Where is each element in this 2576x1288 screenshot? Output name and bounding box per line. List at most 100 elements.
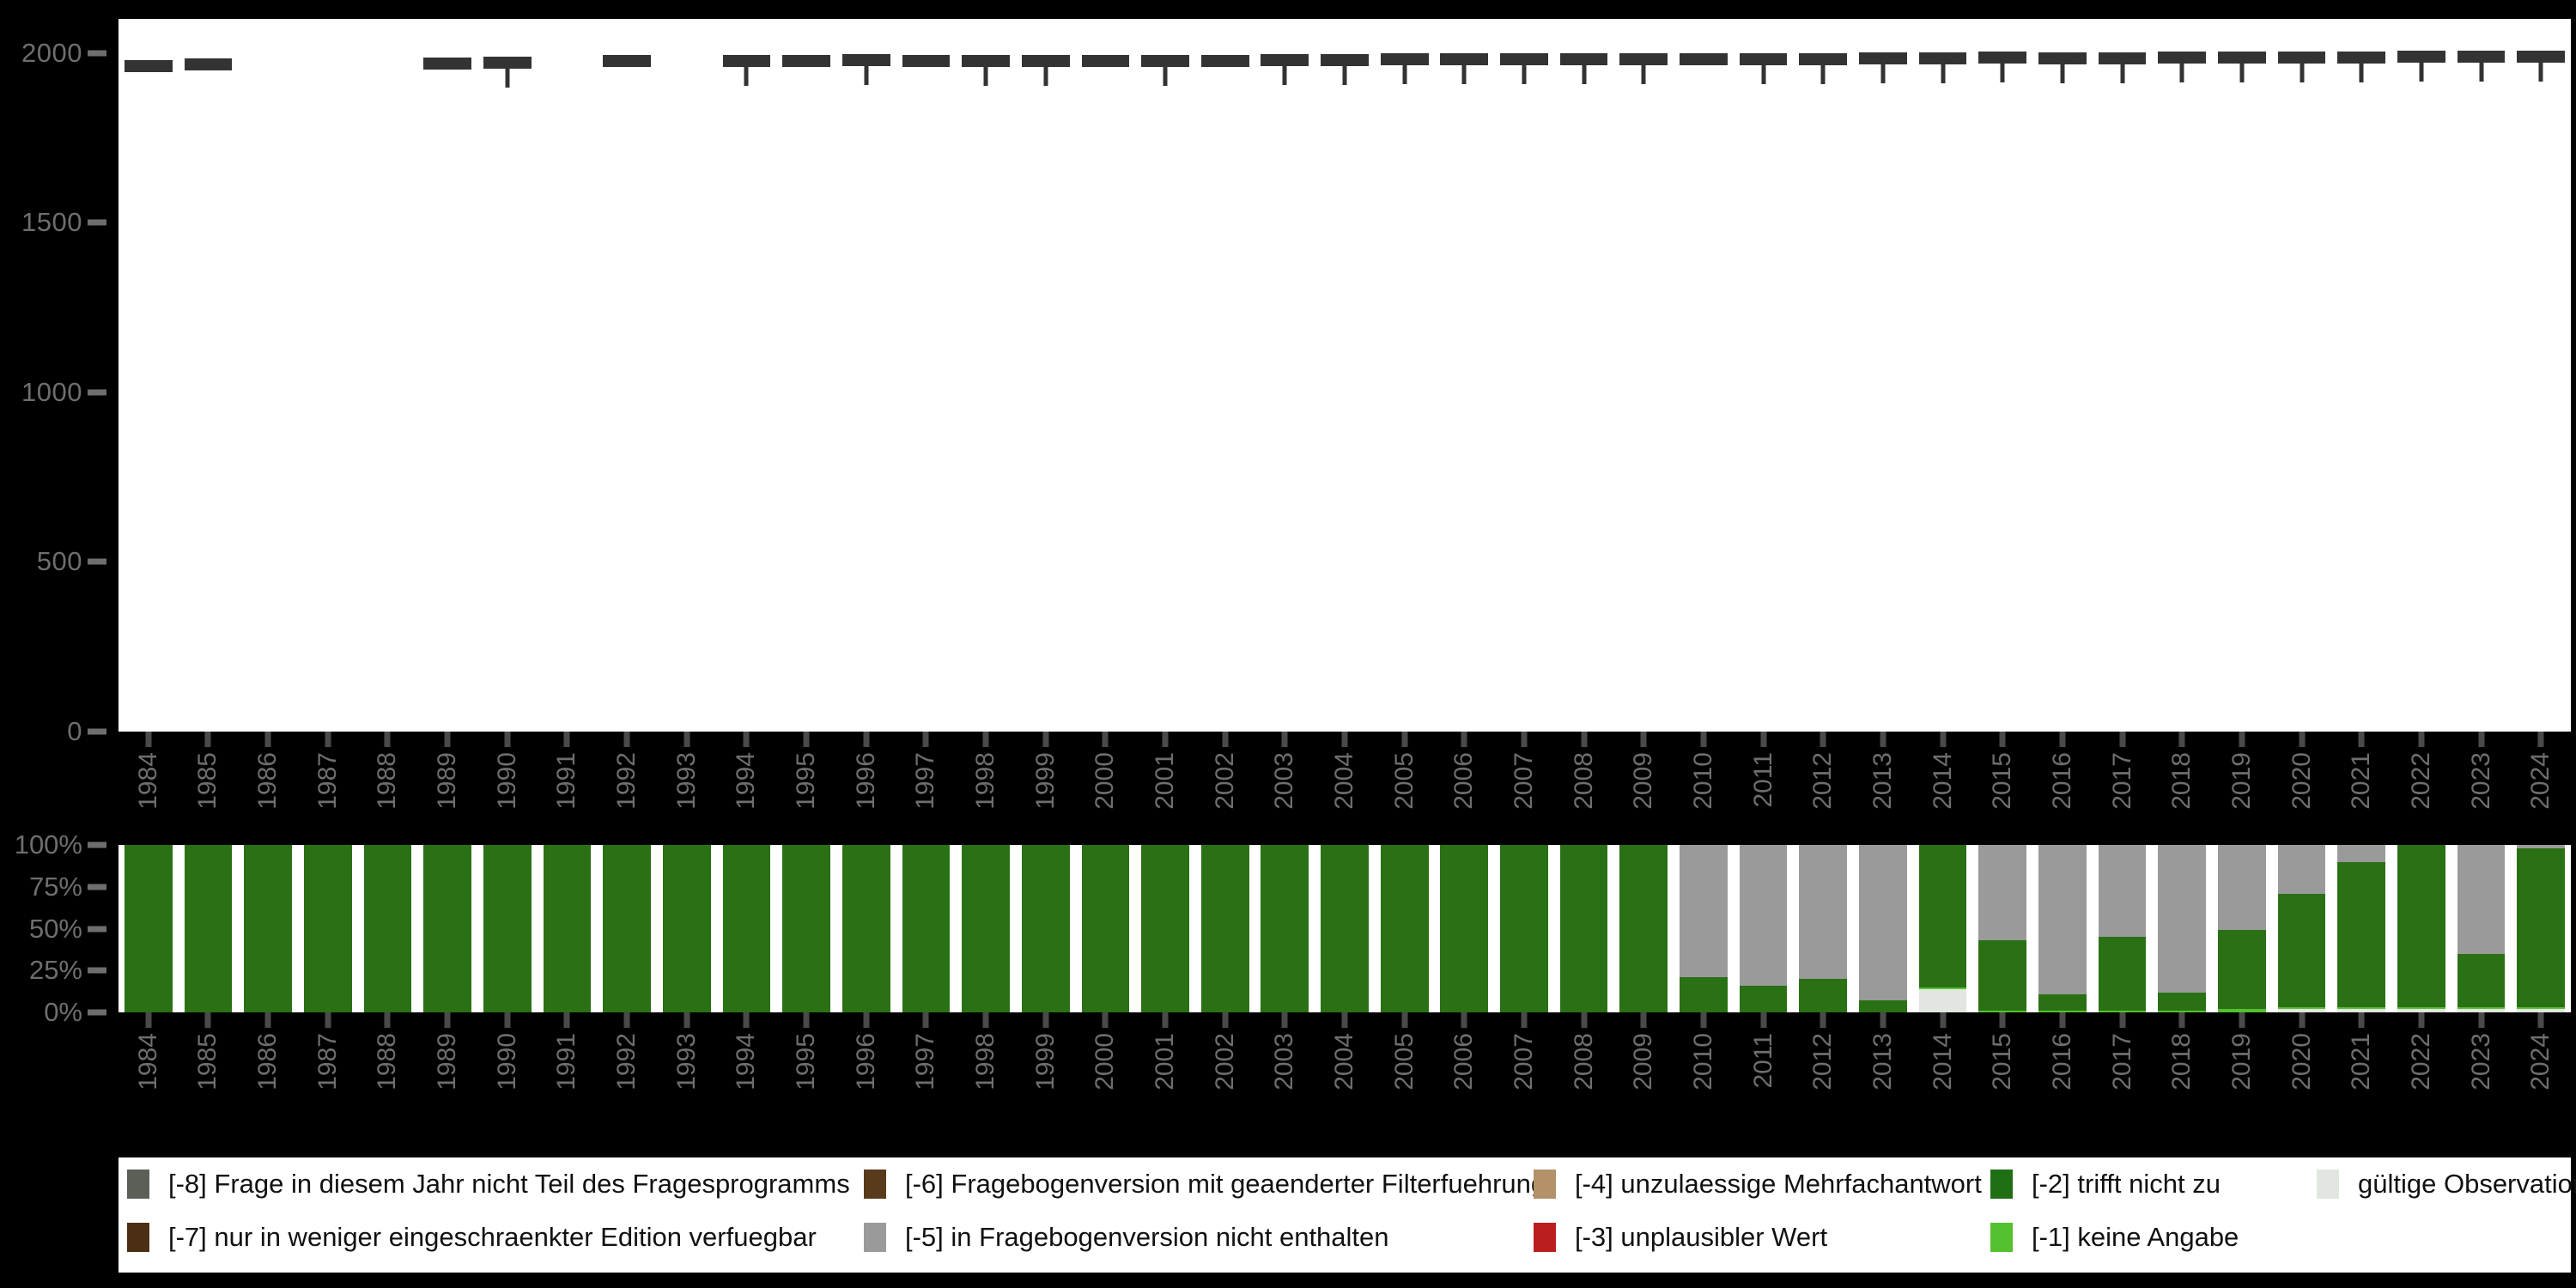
- bottom-stacked-bar: [1619, 845, 1668, 1012]
- top-x-tick-mark: [1760, 732, 1767, 747]
- bottom-x-tick-label: 2016: [2047, 1033, 2076, 1091]
- legend-swatch-m1-icon: [1990, 1223, 2013, 1252]
- bottom-stack-segment-m2: [124, 845, 173, 1012]
- top-bar-body: [1859, 52, 1907, 64]
- top-bar-body: [423, 58, 471, 70]
- top-bar-errorbar: [1163, 66, 1168, 86]
- bottom-stack-segment-m2: [1200, 845, 1249, 1012]
- top-bar-body: [962, 55, 1010, 68]
- bottom-x-tick-label: 2014: [1928, 1033, 1957, 1091]
- top-bar-body: [1680, 52, 1728, 65]
- bottom-x-tick-mark: [2299, 1012, 2306, 1028]
- bottom-stack-segment-m2: [2218, 930, 2266, 1010]
- top-x-tick-mark: [325, 732, 331, 747]
- bottom-stack-segment-m5: [1799, 845, 1848, 979]
- top-x-tick-mark: [1401, 732, 1408, 747]
- top-bar-errorbar: [1641, 64, 1646, 84]
- bottom-stack-segment-m2: [1680, 977, 1728, 1012]
- top-bar-errorbar: [2479, 63, 2483, 82]
- top-bar-body: [841, 53, 890, 66]
- bottom-x-tick-label: 1984: [133, 1033, 162, 1091]
- bottom-x-tick-label: 1995: [792, 1033, 821, 1091]
- bottom-stack-segment-m2: [1619, 845, 1668, 1012]
- bottom-stack-segment-m2: [2337, 861, 2386, 1008]
- bottom-x-tick-mark: [384, 1012, 391, 1028]
- bottom-stacked-bar: [1739, 845, 1788, 1012]
- top-bar: [603, 19, 651, 732]
- bottom-y-tick-label: 100%: [14, 829, 82, 860]
- top-x-tick-label: 2019: [2227, 752, 2256, 810]
- bottom-stacked-bar: [1021, 845, 1070, 1012]
- bottom-stack-segment-m5: [1680, 845, 1728, 978]
- top-bar-errorbar: [1941, 64, 1946, 83]
- bottom-stack-segment-m2: [2397, 845, 2445, 1008]
- top-bar-errorbar: [1461, 65, 1467, 85]
- top-bar-errorbar: [1582, 64, 1587, 84]
- bottom-stack-segment-m1: [2277, 1007, 2326, 1010]
- bottom-y-tick-label: 75%: [28, 871, 82, 902]
- bottom-stack-segment-m5: [2038, 845, 2087, 994]
- top-bar-body: [1021, 55, 1070, 68]
- top-bar-body: [1380, 53, 1429, 66]
- top-x-tick-mark: [384, 732, 391, 747]
- top-x-tick-label: 1994: [732, 752, 761, 810]
- top-bar: [1978, 19, 2027, 732]
- bottom-x-tick-mark: [1521, 1012, 1528, 1028]
- bottom-x-tick-mark: [2358, 1012, 2365, 1028]
- bottom-x-tick-label: 2021: [2347, 1033, 2376, 1091]
- legend-swatch-m5-icon: [864, 1223, 886, 1252]
- top-y-tick-mark: [88, 558, 106, 565]
- top-bar: [1081, 19, 1130, 732]
- top-bar-body: [2158, 52, 2207, 64]
- top-x-tick-mark: [863, 732, 870, 747]
- top-x-tick-mark: [1461, 732, 1467, 747]
- bottom-y-tick-mark: [88, 926, 106, 932]
- top-x-tick-label: 2018: [2167, 752, 2196, 810]
- top-x-tick-mark: [1940, 732, 1947, 747]
- bottom-stacked-bar: [2098, 845, 2147, 1012]
- bottom-x-tick-mark: [1401, 1012, 1408, 1028]
- bottom-x-tick-label: 2002: [1210, 1033, 1239, 1091]
- bottom-stack-segment-m1: [1918, 987, 1967, 989]
- top-bar-errorbar: [864, 65, 869, 85]
- bottom-x-tick-mark: [1102, 1012, 1109, 1028]
- top-x-tick-label: 1989: [433, 752, 462, 810]
- top-bar-errorbar: [2120, 64, 2125, 83]
- bottom-stack-segment-m2: [184, 845, 233, 1012]
- bottom-stack-segment-valid: [1918, 988, 1967, 1012]
- legend-swatch-m8-icon: [127, 1170, 149, 1199]
- top-x-tick-label: 2014: [1928, 752, 1957, 810]
- top-y-tick-mark: [88, 389, 106, 396]
- top-x-tick-label: 1986: [253, 752, 283, 810]
- bottom-stacked-bar: [1500, 845, 1548, 1012]
- bottom-stack-segment-m2: [1500, 845, 1548, 1012]
- top-bar-errorbar: [1282, 65, 1287, 85]
- top-bar: [2397, 19, 2445, 732]
- top-bar-body: [2218, 51, 2266, 64]
- bottom-stack-segment-m5: [2218, 845, 2266, 931]
- legend-item-m1: [-1] keine Angabe: [1990, 1211, 2239, 1264]
- bottom-x-tick-mark: [1281, 1012, 1288, 1028]
- bottom-x-axis: 1984 1985 1986 1987 1988 1989 1990 1991 1992 1993…: [118, 1012, 2571, 1141]
- top-bar: [1021, 19, 1070, 732]
- top-bar-body: [1440, 53, 1489, 66]
- top-bar: [1859, 19, 1907, 732]
- bottom-y-axis: 0% 25% 50% 75% 100%: [0, 829, 112, 1027]
- bottom-stack-segment-m1: [2158, 1011, 2207, 1012]
- top-x-tick-label: 2009: [1629, 752, 1658, 810]
- legend-label-valid: gültige Observationen: [2358, 1169, 2576, 1199]
- top-bar: [2038, 19, 2087, 732]
- bottom-x-tick-mark: [1222, 1012, 1229, 1028]
- top-bar-body: [1141, 54, 1189, 67]
- bottom-stack-segment-m2: [1978, 940, 2027, 1012]
- bottom-x-tick-label: 2011: [1748, 1033, 1777, 1089]
- top-x-tick-label: 1988: [373, 752, 402, 810]
- bottom-x-tick-mark: [2239, 1012, 2245, 1028]
- bottom-stacked-bar: [2218, 845, 2266, 1012]
- bottom-x-tick-mark: [264, 1012, 271, 1028]
- bottom-x-tick-label: 2015: [1988, 1033, 2017, 1091]
- top-x-tick-label: 2012: [1808, 752, 1838, 810]
- top-x-tick-label: 1993: [671, 752, 701, 810]
- bottom-stack-segment-m2: [303, 845, 352, 1012]
- bottom-stacked-bar: [2158, 845, 2207, 1012]
